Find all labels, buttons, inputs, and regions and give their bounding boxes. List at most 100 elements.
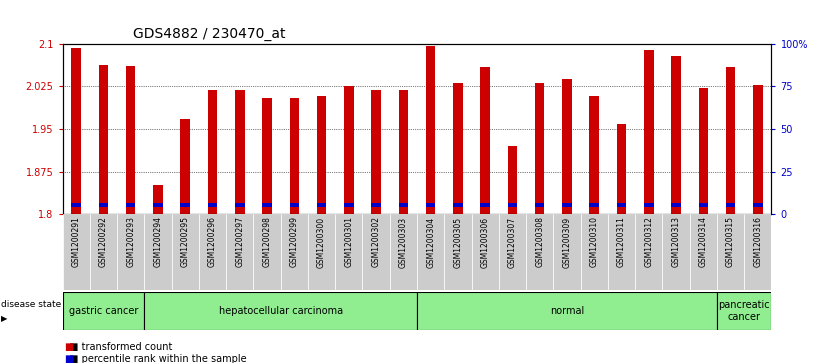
Bar [508,146,517,214]
Text: ▶: ▶ [1,314,8,323]
Bar [590,203,599,207]
Bar [344,203,354,207]
Text: GSM1200316: GSM1200316 [753,216,762,268]
Bar [117,214,144,290]
Text: GSM1200292: GSM1200292 [99,216,108,267]
Text: normal: normal [550,306,584,316]
Bar [535,203,545,207]
Text: gastric cancer: gastric cancer [68,306,138,316]
Bar [399,203,408,207]
Text: GSM1200296: GSM1200296 [208,216,217,268]
Text: disease state: disease state [1,299,61,309]
Bar [399,90,408,214]
Bar [562,79,572,214]
Bar [308,214,335,290]
Bar [753,203,762,207]
Bar [180,119,190,214]
Bar [389,214,417,290]
Bar [371,203,381,207]
Bar [98,203,108,207]
Bar [153,203,163,207]
Text: GSM1200309: GSM1200309 [562,216,571,268]
Bar [317,203,326,207]
Text: GSM1200310: GSM1200310 [590,216,599,268]
Text: GDS4882 / 230470_at: GDS4882 / 230470_at [133,27,286,41]
Bar [208,90,218,214]
Text: GSM1200311: GSM1200311 [617,216,626,267]
Bar [553,214,580,290]
Text: GSM1200315: GSM1200315 [726,216,735,268]
Bar [535,83,545,214]
Bar [172,214,198,290]
Bar [126,203,135,207]
Bar [208,203,218,207]
Bar [662,214,690,290]
Text: GSM1200303: GSM1200303 [399,216,408,268]
Bar [453,83,463,214]
Bar [426,203,435,207]
Bar [235,203,244,207]
Bar [744,214,771,290]
Text: GSM1200300: GSM1200300 [317,216,326,268]
Bar [717,214,744,290]
Bar [644,203,654,207]
Bar [453,203,463,207]
Text: GSM1200302: GSM1200302 [372,216,380,268]
Text: GSM1200307: GSM1200307 [508,216,517,268]
Bar [262,98,272,214]
Bar [699,88,708,214]
Bar [636,214,662,290]
Bar [72,48,81,214]
Text: GSM1200293: GSM1200293 [126,216,135,268]
Bar [153,185,163,214]
Bar [417,292,717,330]
Bar [335,214,363,290]
Bar [753,85,762,214]
Bar [480,203,490,207]
Bar [471,214,499,290]
Bar [235,90,244,214]
Bar [198,214,226,290]
Bar [717,292,771,330]
Bar [254,214,281,290]
Bar [180,203,190,207]
Bar [726,203,736,207]
Bar [317,96,326,214]
Bar [426,46,435,214]
Bar [281,214,308,290]
Bar [126,66,135,214]
Bar [363,214,389,290]
Bar [226,214,254,290]
Bar [671,56,681,214]
Text: GSM1200291: GSM1200291 [72,216,81,267]
Bar [580,214,608,290]
Text: GSM1200308: GSM1200308 [535,216,545,268]
Bar [289,98,299,214]
Bar [699,203,708,207]
Bar [417,214,445,290]
Bar [63,214,90,290]
Bar [72,203,81,207]
Bar [480,68,490,214]
Bar [616,124,626,214]
Bar [608,214,636,290]
Text: GSM1200297: GSM1200297 [235,216,244,268]
Bar [508,203,517,207]
Bar [690,214,717,290]
Text: GSM1200295: GSM1200295 [181,216,190,268]
Bar [98,65,108,214]
Text: ■ transformed count: ■ transformed count [63,342,172,352]
Bar [726,68,736,214]
Bar [262,203,272,207]
Text: pancreatic
cancer: pancreatic cancer [718,301,770,322]
Bar [644,50,654,214]
Bar [371,90,381,214]
Bar [144,214,172,290]
Text: ■: ■ [64,342,73,352]
Text: GSM1200298: GSM1200298 [263,216,272,267]
Bar [445,214,471,290]
Text: GSM1200313: GSM1200313 [671,216,681,268]
Bar [289,203,299,207]
Text: GSM1200312: GSM1200312 [644,216,653,267]
Bar [562,203,572,207]
